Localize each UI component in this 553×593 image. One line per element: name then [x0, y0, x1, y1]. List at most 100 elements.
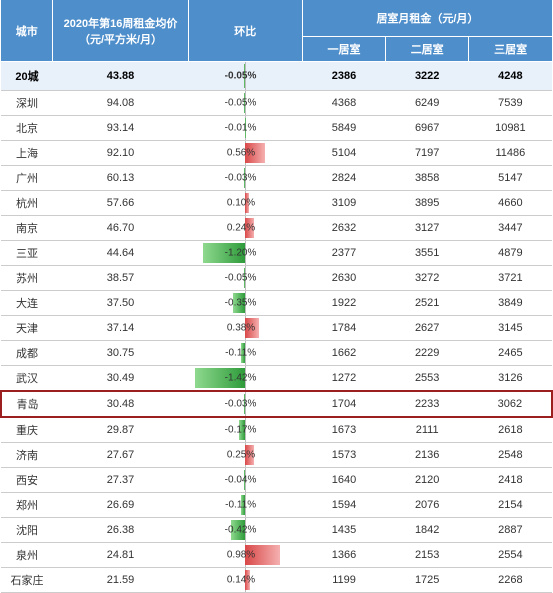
- change-cell: -0.11%: [188, 341, 302, 366]
- cell-r3: 2548: [469, 443, 552, 468]
- change-text: -0.35%: [225, 298, 257, 309]
- cell-r1: 2632: [302, 216, 385, 241]
- cell-price: 38.57: [53, 266, 188, 291]
- summary-city: 20城: [1, 62, 53, 91]
- cell-city: 泉州: [1, 543, 53, 568]
- table-row: 郑州26.69-0.11%159420762154: [1, 493, 552, 518]
- table-row: 成都30.75-0.11%166222292465: [1, 341, 552, 366]
- change-text: 0.24%: [227, 223, 255, 234]
- cell-r2: 1842: [386, 518, 469, 543]
- cell-city: 苏州: [1, 266, 53, 291]
- cell-r3: 7539: [469, 91, 552, 116]
- cell-price: 92.10: [53, 141, 188, 166]
- table-row: 深圳94.08 -0.05% 436862497539: [1, 91, 552, 116]
- summary-price: 43.88: [53, 62, 188, 91]
- table-row: 杭州57.660.10%310938954660: [1, 191, 552, 216]
- table-row: 武汉30.49-1.42%127225533126: [1, 366, 552, 392]
- cell-price: 26.69: [53, 493, 188, 518]
- cell-city: 重庆: [1, 417, 53, 443]
- cell-price: 37.50: [53, 291, 188, 316]
- cell-r1: 3109: [302, 191, 385, 216]
- change-cell: 0.38%: [188, 316, 302, 341]
- header-room3: 三居室: [469, 37, 552, 62]
- cell-r1: 1594: [302, 493, 385, 518]
- table-row: 北京93.14-0.01%5849696710981: [1, 116, 552, 141]
- table-row: 济南27.670.25%157321362548: [1, 443, 552, 468]
- table-body: 20城43.88-0.05%238632224248深圳94.08-0.05%4…: [1, 62, 552, 593]
- change-text: -1.42%: [225, 373, 257, 384]
- change-cell: 0.98%: [188, 543, 302, 568]
- change-text: 0.38%: [227, 323, 255, 334]
- cell-r3: 3849: [469, 291, 552, 316]
- change-text: -0.42%: [225, 525, 257, 536]
- cell-city: 济南: [1, 443, 53, 468]
- cell-price: 30.49: [53, 366, 188, 392]
- cell-r3: 4660: [469, 191, 552, 216]
- header-change: 环比: [188, 0, 302, 62]
- cell-r2: 3127: [386, 216, 469, 241]
- cell-city: 三亚: [1, 241, 53, 266]
- change-cell: 0.56%: [188, 141, 302, 166]
- cell-r1: 1784: [302, 316, 385, 341]
- cell-r3: 11486: [469, 141, 552, 166]
- cell-r2: 3858: [386, 166, 469, 191]
- cell-r2: 2076: [386, 493, 469, 518]
- change-text: -0.03%: [225, 399, 257, 410]
- cell-r3: 10981: [469, 116, 552, 141]
- table-row: 上海92.100.56%5104719711486: [1, 141, 552, 166]
- cell-price: 29.87: [53, 417, 188, 443]
- cell-r2: 2153: [386, 543, 469, 568]
- cell-r2: 3272: [386, 266, 469, 291]
- cell-r2: 2136: [386, 443, 469, 468]
- cell-price: 37.14: [53, 316, 188, 341]
- change-cell: -0.05%: [188, 91, 302, 116]
- cell-r3: 3126: [469, 366, 552, 392]
- change-cell: 0.14%: [188, 568, 302, 593]
- cell-city: 广州: [1, 166, 53, 191]
- cell-r1: 1640: [302, 468, 385, 493]
- cell-city: 深圳: [1, 91, 53, 116]
- cell-city: 西安: [1, 468, 53, 493]
- cell-r1: 4368: [302, 91, 385, 116]
- table-row: 重庆29.87-0.17%167321112618: [1, 417, 552, 443]
- change-text: -0.11%: [225, 348, 256, 359]
- change-cell: -0.03%: [188, 166, 302, 191]
- change-text: 0.14%: [227, 575, 255, 586]
- cell-price: 94.08: [53, 91, 188, 116]
- cell-price: 30.75: [53, 341, 188, 366]
- header-avgprice: 2020年第16周租金均价（元/平方米/月）: [53, 0, 188, 62]
- table-row: 青岛30.48-0.03%170422333062: [1, 391, 552, 417]
- change-cell: -0.05%: [188, 62, 302, 91]
- header-roomgroup: 居室月租金（元/月）: [302, 0, 552, 37]
- cell-city: 上海: [1, 141, 53, 166]
- table-row: 广州60.13-0.03%282438585147: [1, 166, 552, 191]
- change-cell: 0.10%: [188, 191, 302, 216]
- cell-price: 21.59: [53, 568, 188, 593]
- cell-city: 北京: [1, 116, 53, 141]
- cell-price: 57.66: [53, 191, 188, 216]
- table-row: 苏州38.57-0.05%263032723721: [1, 266, 552, 291]
- change-cell: -0.03%: [188, 391, 302, 417]
- cell-r3: 2418: [469, 468, 552, 493]
- cell-r3: 3062: [469, 391, 552, 417]
- cell-r3: 2154: [469, 493, 552, 518]
- table-row: 沈阳26.38-0.42%143518422887: [1, 518, 552, 543]
- cell-city: 青岛: [1, 391, 53, 417]
- table-row: 天津37.140.38%178426273145: [1, 316, 552, 341]
- table-row: 南京46.700.24%263231273447: [1, 216, 552, 241]
- cell-city: 成都: [1, 341, 53, 366]
- cell-r2: 2521: [386, 291, 469, 316]
- summary-r1: 2386: [302, 62, 385, 91]
- cell-r3: 2887: [469, 518, 552, 543]
- cell-r2: 2120: [386, 468, 469, 493]
- change-text: -0.05%: [225, 98, 257, 109]
- cell-r3: 2268: [469, 568, 552, 593]
- change-text: 0.10%: [227, 198, 255, 209]
- cell-r1: 5849: [302, 116, 385, 141]
- cell-r2: 6249: [386, 91, 469, 116]
- cell-price: 46.70: [53, 216, 188, 241]
- summary-row: 20城43.88-0.05%238632224248: [1, 62, 552, 91]
- change-cell: -0.42%: [188, 518, 302, 543]
- cell-r1: 2377: [302, 241, 385, 266]
- change-cell: -0.05%: [188, 266, 302, 291]
